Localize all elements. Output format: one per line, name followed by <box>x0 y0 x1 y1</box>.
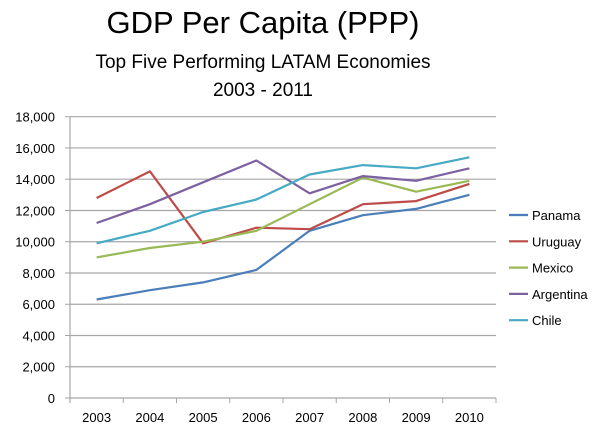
x-tick-label: 2009 <box>402 410 431 425</box>
chart-title: GDP Per Capita (PPP) <box>107 5 420 40</box>
legend-label-mexico: Mexico <box>532 261 573 276</box>
series-line-uruguay <box>96 170 470 245</box>
legend-label-uruguay: Uruguay <box>532 234 582 249</box>
x-tick-label: 2006 <box>242 410 271 425</box>
chart-subtitle: Top Five Performing LATAM Economies <box>95 52 430 73</box>
x-axis: 2003 2004 2005 2006 2007 2008 2009 2010 <box>70 397 497 425</box>
y-tick-label: 12,000 <box>15 203 55 218</box>
y-tick-label: 6,000 <box>22 297 55 312</box>
legend-label-panama: Panama <box>532 208 581 223</box>
legend: Panama Uruguay Mexico Argentina Chile <box>509 208 588 328</box>
y-tick-label: 10,000 <box>15 235 55 250</box>
gridlines <box>70 116 496 368</box>
x-tick-label: 2003 <box>82 410 111 425</box>
x-tick-label: 2005 <box>189 410 218 425</box>
series-lines <box>96 156 470 301</box>
y-tick-label: 4,000 <box>22 328 55 343</box>
series-line-mexico <box>96 176 470 259</box>
y-tick-label: 2,000 <box>22 360 55 375</box>
x-tick-label: 2007 <box>295 410 324 425</box>
series-line-chile <box>96 156 470 245</box>
x-tick-label: 2008 <box>348 410 377 425</box>
legend-label-chile: Chile <box>532 313 562 328</box>
series-line-panama <box>96 193 470 301</box>
series-line-argentina <box>96 159 470 225</box>
x-tick-label: 2004 <box>135 410 164 425</box>
y-tick-label: 14,000 <box>15 172 55 187</box>
legend-label-argentina: Argentina <box>532 287 588 302</box>
y-tick-label: 18,000 <box>15 110 55 125</box>
y-tick-label: 8,000 <box>22 266 55 281</box>
x-tick-label: 2010 <box>455 410 484 425</box>
y-tick-label: 0 <box>48 391 55 406</box>
y-tick-label: 16,000 <box>15 141 55 156</box>
chart-subtitle-years: 2003 - 2011 <box>213 80 313 101</box>
y-axis: 0 2,000 4,000 6,000 8,000 10,000 12,000 14,000 1… <box>15 110 71 406</box>
